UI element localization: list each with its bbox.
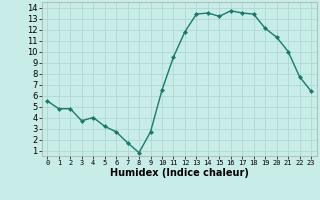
X-axis label: Humidex (Indice chaleur): Humidex (Indice chaleur)	[110, 168, 249, 178]
